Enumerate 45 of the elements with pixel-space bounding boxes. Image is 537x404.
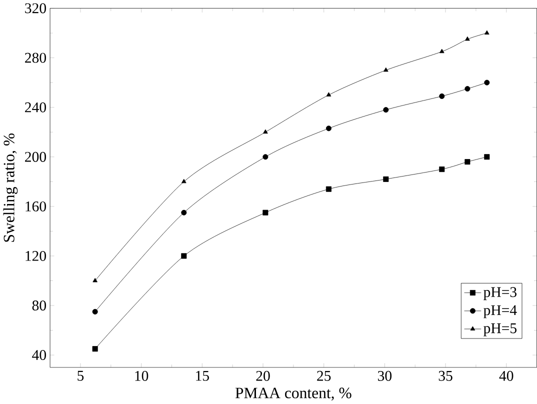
point [181, 178, 186, 184]
point [92, 278, 98, 282]
point [326, 92, 332, 97]
y-tick-label: 320 [25, 3, 46, 14]
legend-label: pH=5 [484, 323, 516, 336]
x-tick-label: 30 [378, 370, 392, 381]
point [326, 186, 332, 192]
point [262, 210, 268, 216]
y-axis-title: Swelling ratio, % [3, 134, 18, 242]
point [383, 107, 389, 113]
x-tick-label: 10 [135, 370, 148, 381]
legend-label: pH=3 [484, 287, 516, 300]
legend-label: pH=4 [484, 305, 517, 318]
x-axis-title: PMAA content, % [235, 388, 352, 401]
x-tick-label: 40 [499, 370, 514, 381]
point [181, 210, 187, 216]
point [439, 94, 445, 100]
x-tick-label: 5 [78, 370, 84, 381]
point [484, 154, 490, 160]
point [92, 346, 98, 352]
point [464, 159, 470, 165]
x-tick-label: 20 [256, 370, 270, 381]
y-tick-label: 240 [25, 102, 46, 112]
point [484, 80, 490, 86]
point [181, 253, 187, 259]
point [263, 129, 268, 134]
point [439, 48, 444, 54]
y-tick-label: 200 [25, 152, 46, 162]
point [383, 176, 389, 182]
y-tick-label: 160 [26, 202, 46, 212]
x-tick-label: 35 [438, 370, 452, 381]
point [484, 30, 490, 35]
y-tick-label: 80 [32, 300, 46, 311]
point [464, 86, 470, 92]
point [439, 166, 445, 172]
y-tick-label: 280 [25, 52, 46, 63]
x-tick-label: 25 [317, 370, 331, 381]
point [262, 154, 268, 160]
point [92, 309, 98, 315]
y-tick-label: 120 [26, 251, 46, 262]
point [465, 36, 470, 41]
x-tick-label: 15 [196, 370, 209, 381]
y-tick-label: 40 [32, 350, 46, 360]
point [383, 68, 388, 72]
point [326, 126, 332, 132]
